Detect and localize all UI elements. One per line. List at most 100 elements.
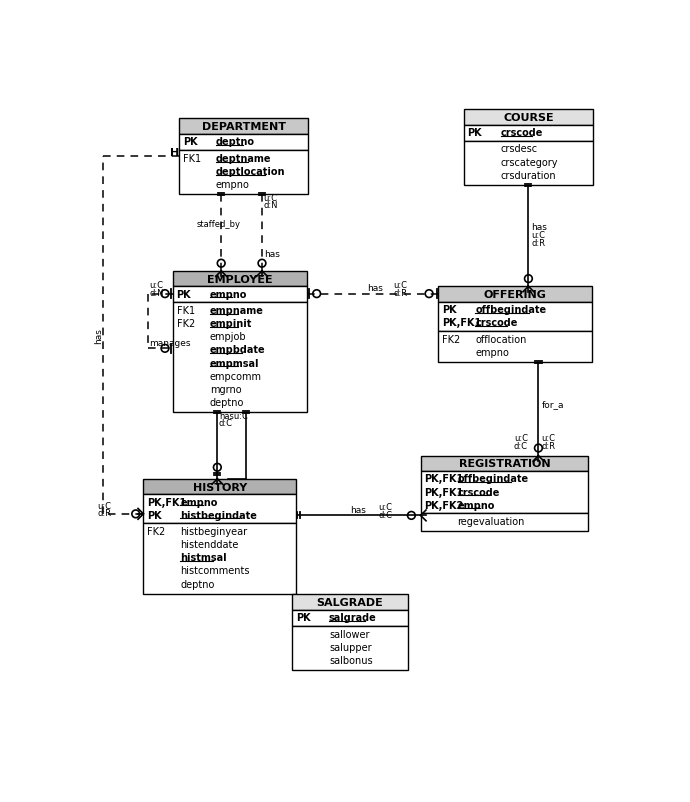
Text: PK,FK2: PK,FK2 <box>424 500 464 510</box>
Bar <box>438 331 592 363</box>
Text: u:C: u:C <box>514 434 528 443</box>
Text: d:R: d:R <box>542 441 555 451</box>
Text: salbonus: salbonus <box>329 655 373 665</box>
Text: empno: empno <box>180 497 218 507</box>
Text: salgrade: salgrade <box>329 612 377 622</box>
Text: PK: PK <box>442 305 457 314</box>
Text: PK: PK <box>296 612 310 622</box>
Text: PK: PK <box>183 137 197 147</box>
Text: empno: empno <box>457 500 495 510</box>
Bar <box>421 514 589 532</box>
Text: d:R: d:R <box>394 289 408 298</box>
Text: d:C: d:C <box>219 419 233 427</box>
Text: deptname: deptname <box>216 153 271 164</box>
Text: DEPARTMENT: DEPARTMENT <box>201 122 286 132</box>
Text: FK2: FK2 <box>147 527 166 537</box>
Text: EMPLOYEE: EMPLOYEE <box>207 274 273 284</box>
Text: PK: PK <box>147 510 162 520</box>
Text: has: has <box>264 249 280 258</box>
Text: regevaluation: regevaluation <box>457 516 525 527</box>
Text: u:C: u:C <box>378 503 392 512</box>
Bar <box>144 524 296 593</box>
Bar <box>172 287 308 303</box>
Text: empmsal: empmsal <box>210 358 259 368</box>
Text: histenddate: histenddate <box>180 540 239 549</box>
Bar <box>464 142 593 185</box>
Text: offlocation: offlocation <box>475 334 526 344</box>
Text: PK,FK1: PK,FK1 <box>424 487 464 497</box>
Bar <box>292 610 408 626</box>
Text: crscode: crscode <box>475 318 518 328</box>
Text: u:C: u:C <box>150 282 164 290</box>
Text: empinit: empinit <box>210 319 252 329</box>
Bar <box>172 272 308 287</box>
Text: OFFERING: OFFERING <box>484 290 546 300</box>
Text: u:C: u:C <box>97 501 111 510</box>
Text: COURSE: COURSE <box>503 113 554 123</box>
Text: crscode: crscode <box>501 128 543 138</box>
Text: PK,FK1: PK,FK1 <box>442 318 482 328</box>
Bar <box>179 135 308 151</box>
Text: d:C: d:C <box>514 441 528 451</box>
Text: has: has <box>94 328 103 343</box>
Text: empbdate: empbdate <box>210 345 265 355</box>
Text: PK: PK <box>468 128 482 138</box>
Text: staffed_by: staffed_by <box>197 220 241 229</box>
Bar <box>172 303 308 412</box>
Text: empjob: empjob <box>210 332 246 342</box>
Text: histmsal: histmsal <box>180 553 227 563</box>
Bar <box>144 480 296 495</box>
Text: offbegindate: offbegindate <box>457 474 529 484</box>
Text: FK1: FK1 <box>183 153 201 164</box>
Bar <box>438 287 592 302</box>
Text: d:C: d:C <box>378 510 392 519</box>
Text: u:C: u:C <box>264 194 277 203</box>
Text: has: has <box>351 505 366 514</box>
Text: PK,FK1: PK,FK1 <box>424 474 464 484</box>
Bar <box>421 472 589 514</box>
Text: hasu:C: hasu:C <box>219 411 248 420</box>
Text: empname: empname <box>210 306 264 316</box>
Text: HISTORY: HISTORY <box>193 482 247 492</box>
Bar <box>464 110 593 125</box>
Bar <box>464 125 593 142</box>
Text: crsdesc: crsdesc <box>501 144 538 154</box>
Text: manages: manages <box>150 338 191 348</box>
Text: FK2: FK2 <box>442 334 460 344</box>
Bar <box>179 119 308 135</box>
Text: u:C: u:C <box>394 282 408 290</box>
Bar <box>292 594 408 610</box>
Text: FK2: FK2 <box>177 319 195 329</box>
Text: FK1: FK1 <box>177 306 195 316</box>
Text: empno: empno <box>216 180 250 190</box>
Text: mgrno: mgrno <box>210 384 241 395</box>
Text: REGISTRATION: REGISTRATION <box>459 459 551 469</box>
Text: deptno: deptno <box>180 579 215 589</box>
Text: has: has <box>531 223 547 232</box>
Text: histbegindate: histbegindate <box>180 510 257 520</box>
Text: offbegindate: offbegindate <box>475 305 546 314</box>
Text: crscategory: crscategory <box>501 157 558 168</box>
Text: H: H <box>170 148 179 158</box>
Text: u:C: u:C <box>531 231 546 240</box>
Text: has: has <box>366 283 382 293</box>
Text: crsduration: crsduration <box>501 171 556 180</box>
Text: crscode: crscode <box>457 487 500 497</box>
Text: d:R: d:R <box>531 238 546 248</box>
Text: histcomments: histcomments <box>180 565 250 576</box>
Bar <box>421 456 589 472</box>
Text: PK: PK <box>177 290 191 299</box>
Bar <box>438 302 592 331</box>
Text: empcomm: empcomm <box>210 371 262 381</box>
Text: empno: empno <box>210 290 247 299</box>
Text: PK,FK1: PK,FK1 <box>147 497 186 507</box>
Bar <box>144 495 296 524</box>
Text: u:C: u:C <box>542 434 555 443</box>
Text: d:N: d:N <box>150 289 164 298</box>
Text: SALGRADE: SALGRADE <box>317 597 383 607</box>
Bar <box>292 626 408 670</box>
Bar <box>179 151 308 195</box>
Text: deptno: deptno <box>210 397 244 407</box>
Text: deptno: deptno <box>216 137 255 147</box>
Text: salupper: salupper <box>329 642 372 652</box>
